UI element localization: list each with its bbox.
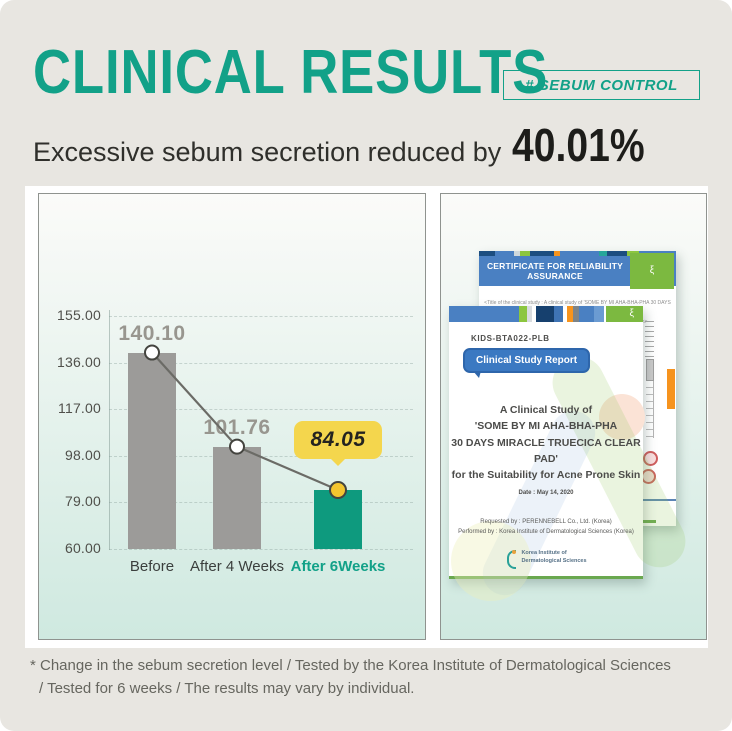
red-stamp-icon — [643, 451, 658, 466]
sebum-control-badge: # SEBUM CONTROL — [503, 70, 700, 100]
chart-gridline — [109, 549, 413, 550]
strip-segment — [578, 306, 595, 322]
strip-segment — [594, 306, 605, 322]
report-title: A Clinical Study of 'SOME BY MI AHA-BHA-… — [449, 402, 643, 483]
footnote-line: * Change in the sebum secretion level / … — [30, 657, 671, 674]
peach-circle-decoration — [599, 394, 645, 440]
bar-value-label: 101.76 — [203, 415, 271, 439]
strip-segment — [553, 251, 560, 256]
report-date: Date : May 14, 2020 — [518, 490, 574, 496]
kids-logo-text-line: Korea Institute of — [521, 550, 567, 557]
kids-logo-text: Korea Institute of Dermatological Scienc… — [521, 550, 586, 565]
y-tick-label: 117.00 — [58, 400, 101, 417]
strip-segment — [567, 306, 574, 322]
strip-segment — [526, 306, 533, 322]
report-code: KIDS-BTA022-PLB — [471, 334, 550, 343]
strip-segment — [559, 251, 600, 256]
y-tick-label: 155.00 — [56, 307, 101, 323]
dna-icon: ξ — [649, 265, 655, 276]
strip-segment — [479, 251, 495, 256]
kids-logo-text-line: Dermatological Sciences — [521, 557, 587, 564]
chart-gridline — [109, 316, 413, 317]
kids-logo-icon — [505, 549, 517, 569]
strip-segment — [599, 251, 608, 256]
content-container: 84.05 155.00 136.00 117.00 98.00 79.00 60.00 1… — [25, 186, 708, 648]
certificate-green-mark — [643, 520, 656, 523]
subtitle-text: Excessive sebum secretion reduced by — [33, 137, 502, 167]
certificate-ruler-handle — [646, 359, 654, 381]
bar-value-label: 140.10 — [118, 321, 186, 345]
chart-bar — [213, 446, 261, 549]
strip-segment — [604, 306, 607, 322]
page-title: CLINICAL RESULTS — [33, 38, 549, 107]
strip-segment — [514, 251, 521, 256]
x-axis-label: Before — [129, 558, 175, 575]
report-color-strip: ξ — [449, 306, 643, 322]
chart-gridline — [109, 502, 413, 504]
y-tick-label: 60.00 — [64, 540, 101, 556]
strip-segment — [536, 306, 554, 322]
x-axis-label: After 6Weeks — [290, 558, 386, 575]
strip-segment — [494, 251, 515, 256]
strip-segment — [607, 251, 627, 256]
strip-segment — [532, 306, 537, 322]
certificate-title: CERTIFICATE FOR RELIABILITY ASSURANCE — [486, 261, 624, 281]
report-title-line: for the Suitability for Acne Prone Skin — [451, 469, 641, 482]
reduction-percentage: 40.01% — [511, 119, 645, 171]
chart-panel: 84.05 155.00 136.00 117.00 98.00 79.00 60.00 1… — [38, 193, 426, 640]
strip-segment — [573, 306, 579, 322]
report-requested-by: Requested by : PERENNEBELL Co., Ltd. (Ko… — [480, 519, 612, 525]
chart-bar — [314, 490, 362, 549]
y-axis-line — [109, 310, 110, 550]
result-callout: 84.05 — [294, 421, 382, 459]
documents-panel: CERTIFICATE FOR RELIABILITY ASSURANCE ξ … — [440, 193, 707, 640]
y-tick-label: 136.00 — [56, 353, 101, 370]
report-title-line: A Clinical Study of — [499, 404, 593, 416]
certificate-green-block: ξ — [630, 253, 674, 289]
sebum-bar-chart: 84.05 155.00 136.00 117.00 98.00 79.00 60.00 1… — [39, 194, 425, 639]
certificate-footer-line — [637, 499, 676, 501]
kids-logo: Korea Institute of Dermatological Scienc… — [449, 549, 643, 569]
strip-segment — [520, 251, 531, 256]
yellow-circle-decoration — [451, 521, 531, 601]
dna-icon: ξ — [629, 308, 634, 319]
strip-segment — [449, 306, 519, 322]
strip-segment — [553, 306, 564, 322]
strip-segment — [530, 251, 554, 256]
footnote: * Change in the sebum secretion level / … — [30, 654, 671, 701]
chart-bar — [128, 352, 176, 549]
y-tick-label: 79.00 — [64, 493, 101, 510]
report-type-tag: Clinical Study Report — [463, 348, 591, 378]
x-axis-label: After 4 Weeks — [190, 558, 284, 575]
report-performed-by: Performed by : Korea Institute of Dermat… — [458, 529, 634, 535]
subtitle: Excessive sebum secretion reduced by 40.… — [33, 118, 668, 172]
clinical-report-document: ξ KIDS-BTA022-PLB Clinical Study Report … — [449, 306, 695, 603]
footnote-line: / Tested for 6 weeks / The results may v… — [39, 680, 415, 698]
strip-segment — [563, 306, 568, 322]
y-tick-label: 98.00 — [64, 446, 101, 463]
strip-segment — [518, 306, 527, 322]
strip-segment — [606, 306, 643, 322]
report-title-line: 30 DAYS MIRACLE TRUECICA CLEAR PAD' — [451, 436, 641, 465]
certificate-side-text — [645, 321, 654, 357]
orange-tab — [667, 369, 675, 409]
certificate-header-band: CERTIFICATE FOR RELIABILITY ASSURANCE ξ — [479, 253, 676, 289]
certificate-ruler — [646, 359, 654, 438]
report-title-line: 'SOME BY MI AHA-BHA-PHA — [474, 420, 618, 433]
